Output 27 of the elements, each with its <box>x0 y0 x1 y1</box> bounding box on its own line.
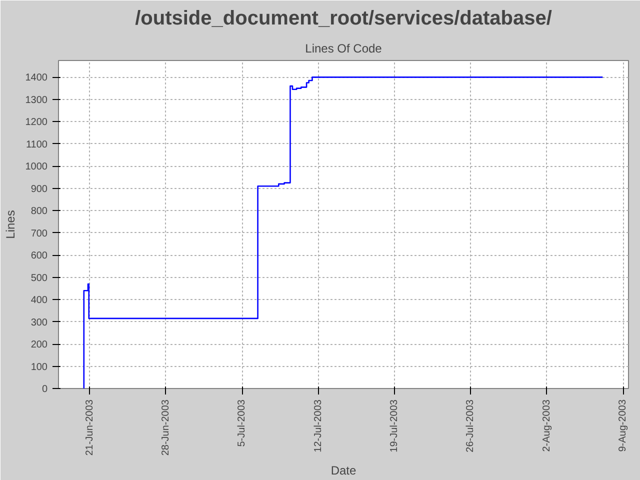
y-tick-label: 100 <box>30 362 48 373</box>
x-tick-label: 5-Jul-2003 <box>236 399 248 447</box>
y-tick-label: 500 <box>30 272 48 284</box>
chart-subtitle: Lines Of Code <box>305 42 382 56</box>
x-axis-title: Date <box>330 464 356 478</box>
y-tick-label: 300 <box>30 317 48 328</box>
y-tick-label: 0 <box>42 384 48 395</box>
y-tick-label: 1400 <box>25 72 48 84</box>
y-tick-label: 900 <box>30 184 48 195</box>
y-tick-label: 700 <box>30 228 48 240</box>
y-tick-label: 1000 <box>25 162 48 173</box>
x-tick-label: 2-Aug-2003 <box>541 399 552 452</box>
y-tick-label: 1300 <box>25 94 48 106</box>
y-tick-label: 200 <box>30 340 48 351</box>
x-tick-label: 12-Jul-2003 <box>312 399 324 452</box>
x-tick-label: 19-Jul-2003 <box>389 399 400 452</box>
x-tick-label: 28-Jun-2003 <box>160 399 172 456</box>
x-tick-label: 21-Jun-2003 <box>84 399 96 456</box>
y-tick-label: 800 <box>30 206 48 218</box>
y-tick-label: 1100 <box>26 139 48 150</box>
x-tick-label: 9-Aug-2003 <box>618 399 629 452</box>
y-axis-title: Lines <box>3 210 18 239</box>
y-tick-label: 1200 <box>25 117 48 128</box>
x-tick-label: 26-Jul-2003 <box>465 399 476 452</box>
y-tick-label: 400 <box>30 295 48 306</box>
chart-title: /outside_document_root/services/database/ <box>135 8 552 30</box>
y-tick-label: 600 <box>30 250 48 262</box>
